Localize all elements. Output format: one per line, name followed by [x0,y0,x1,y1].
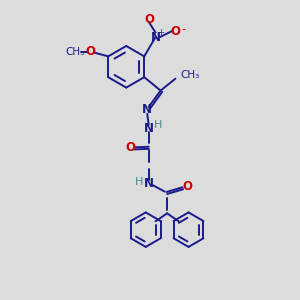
Text: O: O [85,45,95,58]
Text: O: O [171,25,181,38]
Text: H: H [154,120,162,130]
Text: -: - [181,24,185,34]
Text: CH₃: CH₃ [65,47,85,57]
Text: O: O [182,180,192,193]
Text: H: H [135,177,143,187]
Text: N: N [151,31,160,44]
Text: +: + [157,28,164,37]
Text: N: N [144,177,154,190]
Text: O: O [125,141,135,154]
Text: O: O [144,13,154,26]
Text: N: N [144,122,154,135]
Text: N: N [142,103,152,116]
Text: CH₃: CH₃ [181,70,200,80]
